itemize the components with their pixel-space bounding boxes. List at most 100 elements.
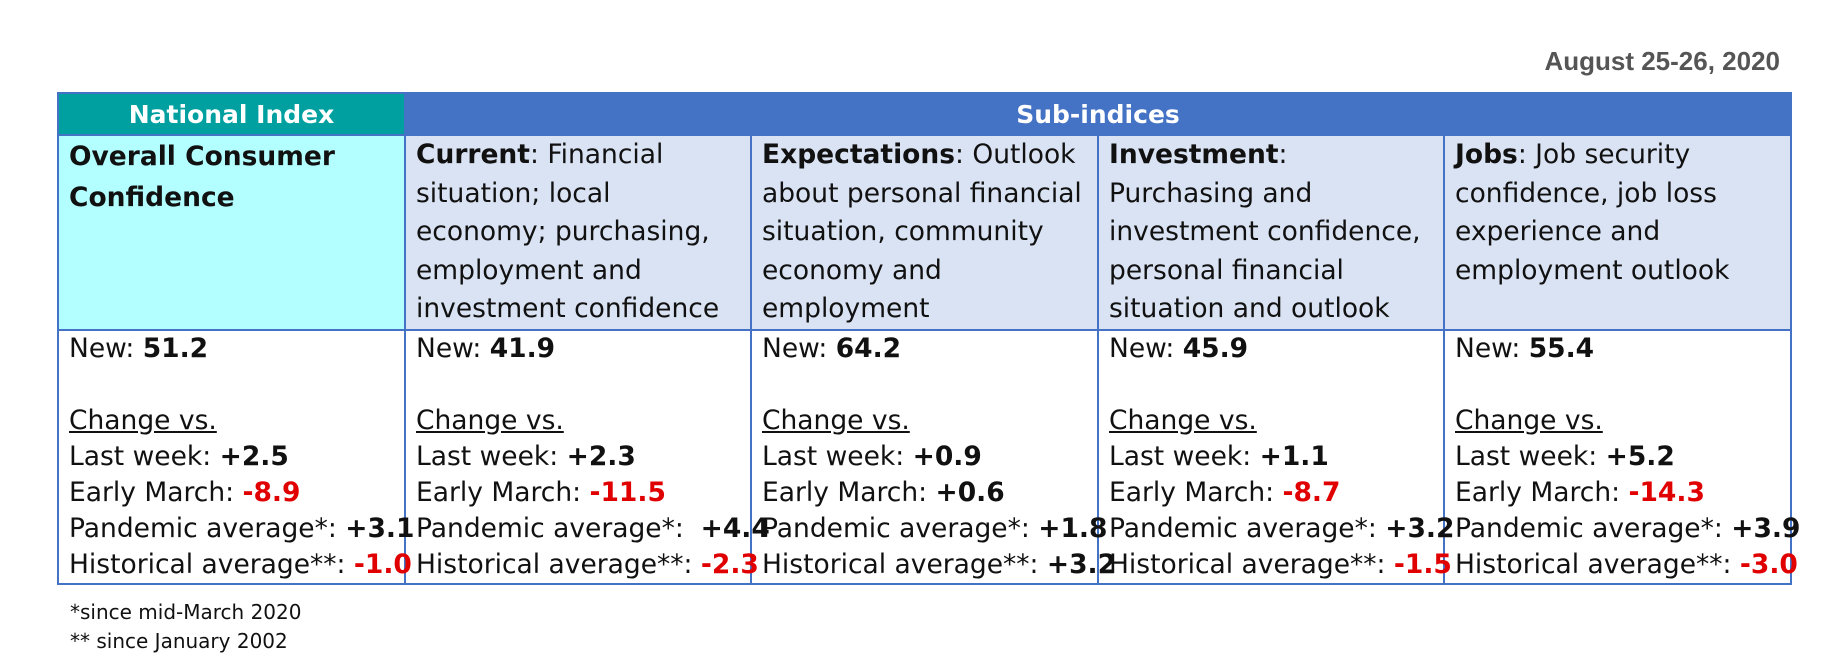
new-line: New: 51.2 (69, 331, 394, 367)
early-march-value: -8.7 (1282, 476, 1341, 508)
confidence-table: National Index Sub-indices Overall Consu… (57, 92, 1800, 585)
historical-value: -1.5 (1393, 548, 1452, 580)
pandemic-value: +3.1 (345, 512, 415, 544)
desc-text-expectations: : Outlook about personal financial situa… (762, 139, 1082, 324)
new-line: New: 64.2 (762, 331, 1087, 367)
pandemic-label: Pandemic average*: (1455, 512, 1723, 544)
pandemic-value: +3.2 (1385, 512, 1455, 544)
new-label: New: (1455, 332, 1521, 364)
new-label: New: (762, 332, 828, 364)
historical-label: Historical average**: (762, 548, 1039, 580)
last-week-line: Last week: +2.5 (69, 439, 394, 475)
historical-value: -1.0 (353, 548, 412, 580)
pandemic-label: Pandemic average*: (762, 512, 1030, 544)
footnotes: *since mid-March 2020 ** since January 2… (70, 598, 301, 656)
new-label: New: (1109, 332, 1175, 364)
desc-cell-investment: Investment: Purchasing and investment co… (1097, 134, 1445, 331)
confidence-table-wrapper: National Index Sub-indices Overall Consu… (57, 92, 1800, 585)
report-date: August 25-26, 2020 (1544, 46, 1780, 76)
early-march-value: -8.9 (242, 476, 301, 508)
early-march-value: -14.3 (1628, 476, 1705, 508)
desc-text-current: : Financial situation; local economy; pu… (416, 139, 720, 324)
footnote-historical: ** since January 2002 (70, 629, 288, 653)
last-week-line: Last week: +0.9 (762, 439, 1087, 475)
historical-value: -3.0 (1739, 548, 1798, 580)
last-week-line: Last week: +1.1 (1109, 439, 1433, 475)
values-cell-expectations: New: 64.2 Change vs. Last week: +0.9 Ear… (750, 328, 1116, 585)
last-week-label: Last week: (762, 440, 905, 472)
early-march-label: Early March: (416, 476, 582, 508)
national-index-header: National Index (57, 92, 406, 136)
new-line: New: 45.9 (1109, 331, 1433, 367)
historical-label: Historical average**: (69, 548, 346, 580)
values-cell-investment: New: 45.9 Change vs. Last week: +1.1 Ear… (1097, 328, 1454, 585)
historical-label: Historical average**: (1109, 548, 1386, 580)
new-value: 64.2 (835, 332, 902, 364)
last-week-value: +2.3 (566, 440, 636, 472)
new-label: New: (416, 332, 482, 364)
last-week-value: +2.5 (219, 440, 289, 472)
change-label: Change vs. (1109, 404, 1257, 436)
values-cell-overall: New: 51.2 Change vs. Last week: +2.5 Ear… (57, 328, 414, 585)
early-march-line: Early March: -14.3 (1455, 475, 1780, 511)
early-march-value: +0.6 (935, 476, 1005, 508)
new-value: 41.9 (489, 332, 556, 364)
sub-indices-header: Sub-indices (404, 92, 1792, 136)
change-label: Change vs. (762, 404, 910, 436)
pandemic-line: Pandemic average*: +4.4 (416, 511, 770, 547)
early-march-label: Early March: (762, 476, 928, 508)
values-row: New: 51.2 Change vs. Last week: +2.5 Ear… (57, 328, 1800, 585)
pandemic-line: Pandemic average*: +3.2 (1109, 511, 1454, 547)
historical-label: Historical average**: (416, 548, 693, 580)
new-value: 55.4 (1528, 332, 1595, 364)
desc-cell-overall: Overall Consumer Confidence (57, 134, 406, 331)
last-week-label: Last week: (69, 440, 212, 472)
change-label: Change vs. (416, 404, 564, 436)
early-march-line: Early March: -8.9 (69, 475, 394, 511)
historical-label: Historical average**: (1455, 548, 1732, 580)
desc-title-jobs: Jobs (1455, 139, 1518, 170)
last-week-value: +0.9 (912, 440, 982, 472)
pandemic-label: Pandemic average*: (69, 512, 337, 544)
new-label: New: (69, 332, 135, 364)
last-week-label: Last week: (416, 440, 559, 472)
values-cell-current: New: 41.9 Change vs. Last week: +2.3 Ear… (404, 328, 770, 585)
new-value: 45.9 (1182, 332, 1249, 364)
historical-value: +3.2 (1046, 548, 1117, 580)
last-week-value: +5.2 (1605, 440, 1675, 472)
pandemic-value: +4.4 (700, 512, 770, 544)
pandemic-value: +1.8 (1038, 512, 1108, 544)
early-march-line: Early March: -8.7 (1109, 475, 1433, 511)
header-row: National Index Sub-indices (57, 92, 1792, 136)
last-week-line: Last week: +2.3 (416, 439, 740, 475)
footnote-pandemic: *since mid-March 2020 (70, 600, 302, 624)
last-week-label: Last week: (1455, 440, 1598, 472)
change-label: Change vs. (69, 404, 217, 436)
early-march-label: Early March: (1109, 476, 1275, 508)
desc-cell-current: Current: Financial situation; local econ… (404, 134, 752, 331)
historical-line: Historical average**: -2.3 (416, 547, 759, 583)
early-march-value: -11.5 (589, 476, 666, 508)
desc-text-jobs: : Job security confidence, job loss expe… (1455, 139, 1730, 286)
desc-title-investment: Investment (1109, 139, 1279, 170)
historical-line: Historical average**: -1.5 (1109, 547, 1452, 583)
pandemic-label: Pandemic average*: (1109, 512, 1377, 544)
change-label: Change vs. (1455, 404, 1603, 436)
desc-title-expectations: Expectations (762, 139, 955, 170)
desc-title-current: Current (416, 139, 530, 170)
values-cell-jobs: New: 55.4 Change vs. Last week: +5.2 Ear… (1443, 328, 1800, 585)
pandemic-line: Pandemic average*: +3.1 (69, 511, 414, 547)
early-march-label: Early March: (69, 476, 235, 508)
last-week-label: Last week: (1109, 440, 1252, 472)
historical-line: Historical average**: +3.2 (762, 547, 1116, 583)
pandemic-line: Pandemic average*: +1.8 (762, 511, 1107, 547)
new-line: New: 55.4 (1455, 331, 1780, 367)
desc-cell-expectations: Expectations: Outlook about personal fin… (750, 134, 1099, 331)
desc-text-investment: : Purchasing and investment confidence, … (1109, 139, 1421, 324)
historical-value: -2.3 (700, 548, 759, 580)
description-row: Overall Consumer Confidence Current: Fin… (57, 134, 1792, 331)
early-march-line: Early March: -11.5 (416, 475, 740, 511)
desc-cell-jobs: Jobs: Job security confidence, job loss … (1443, 134, 1792, 331)
early-march-label: Early March: (1455, 476, 1621, 508)
early-march-line: Early March: +0.6 (762, 475, 1087, 511)
